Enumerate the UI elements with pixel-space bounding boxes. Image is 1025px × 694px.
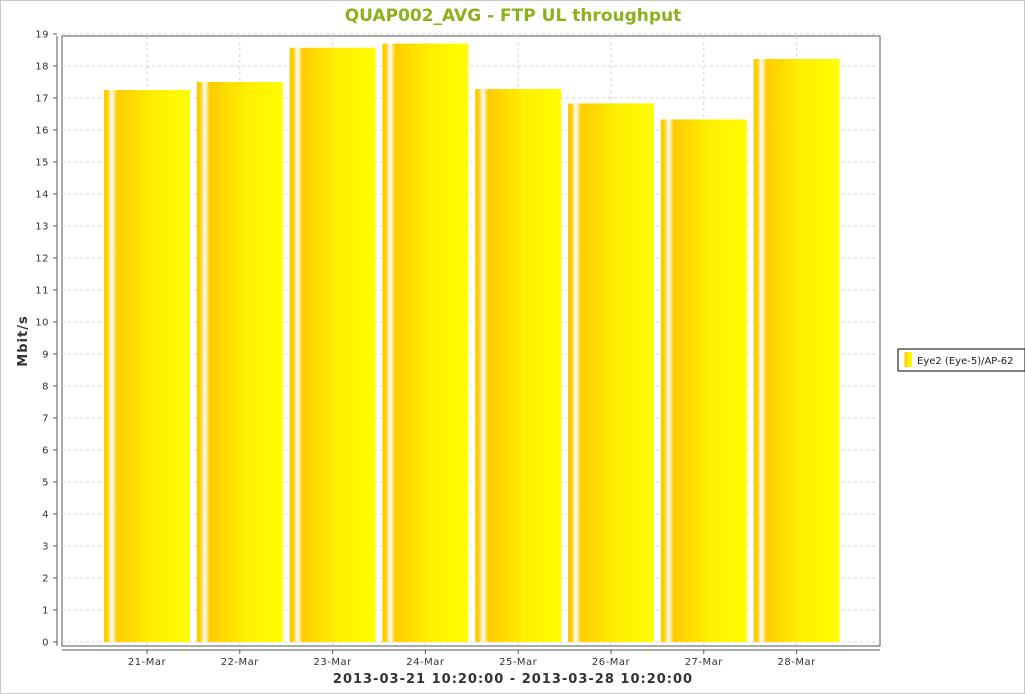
x-tick-label: 28-Mar [777,657,816,668]
bar [568,103,654,642]
x-tick-label: 24-Mar [406,657,445,668]
y-tick-label: 1 [42,606,49,617]
y-tick-label: 18 [35,62,49,73]
y-tick-label: 15 [35,158,49,169]
y-tick-label: 19 [35,30,49,41]
x-tick-label: 23-Mar [313,657,352,668]
x-tick-label: 26-Mar [592,657,631,668]
bar [382,43,469,643]
bars [104,43,840,643]
y-tick-label: 4 [42,510,49,521]
y-tick-label: 5 [42,478,49,489]
y-tick-label: 8 [42,382,49,393]
legend-swatch [904,352,912,367]
x-axis-title: 2013-03-21 10:20:00 - 2013-03-28 10:20:0… [333,672,693,687]
y-tick-label: 3 [42,542,49,553]
y-axis-title: Mbit/s [16,315,31,366]
bar [289,47,376,642]
x-tick-label: 22-Mar [221,657,260,668]
x-tick-label: 27-Mar [685,657,724,668]
x-tick-label: 21-Mar [128,657,167,668]
y-tick-label: 2 [42,574,49,585]
y-tick-label: 17 [35,94,49,105]
y-tick-label: 7 [42,414,49,425]
bar [753,58,840,642]
legend-label: Eye2 (Eye-5)/AP-62 [917,356,1013,367]
y-tick-label: 13 [35,222,49,233]
bar [196,82,283,642]
y-tick-label: 14 [35,190,49,201]
y-tick-label: 6 [42,446,49,457]
legend: Eye2 (Eye-5)/AP-62 [897,348,1025,372]
gridlines [62,33,880,646]
bar [660,119,747,642]
y-tick-label: 0 [42,638,49,649]
x-tick-label: 25-Mar [499,657,538,668]
x-axis: 21-Mar 22-Mar 23-Mar 24-Mar 25-Mar 26-Mar 27-M… [62,649,880,668]
y-tick-label: 10 [35,318,49,329]
bar [475,89,562,643]
y-tick-label: 12 [35,254,49,265]
y-tick-label: 11 [35,286,49,297]
y-tick-label: 16 [35,126,49,137]
bar [104,90,190,642]
chart-title: QUAP002_AVG - FTP UL throughput [345,6,682,26]
y-tick-label: 9 [42,350,49,361]
legend-box [897,348,1025,372]
